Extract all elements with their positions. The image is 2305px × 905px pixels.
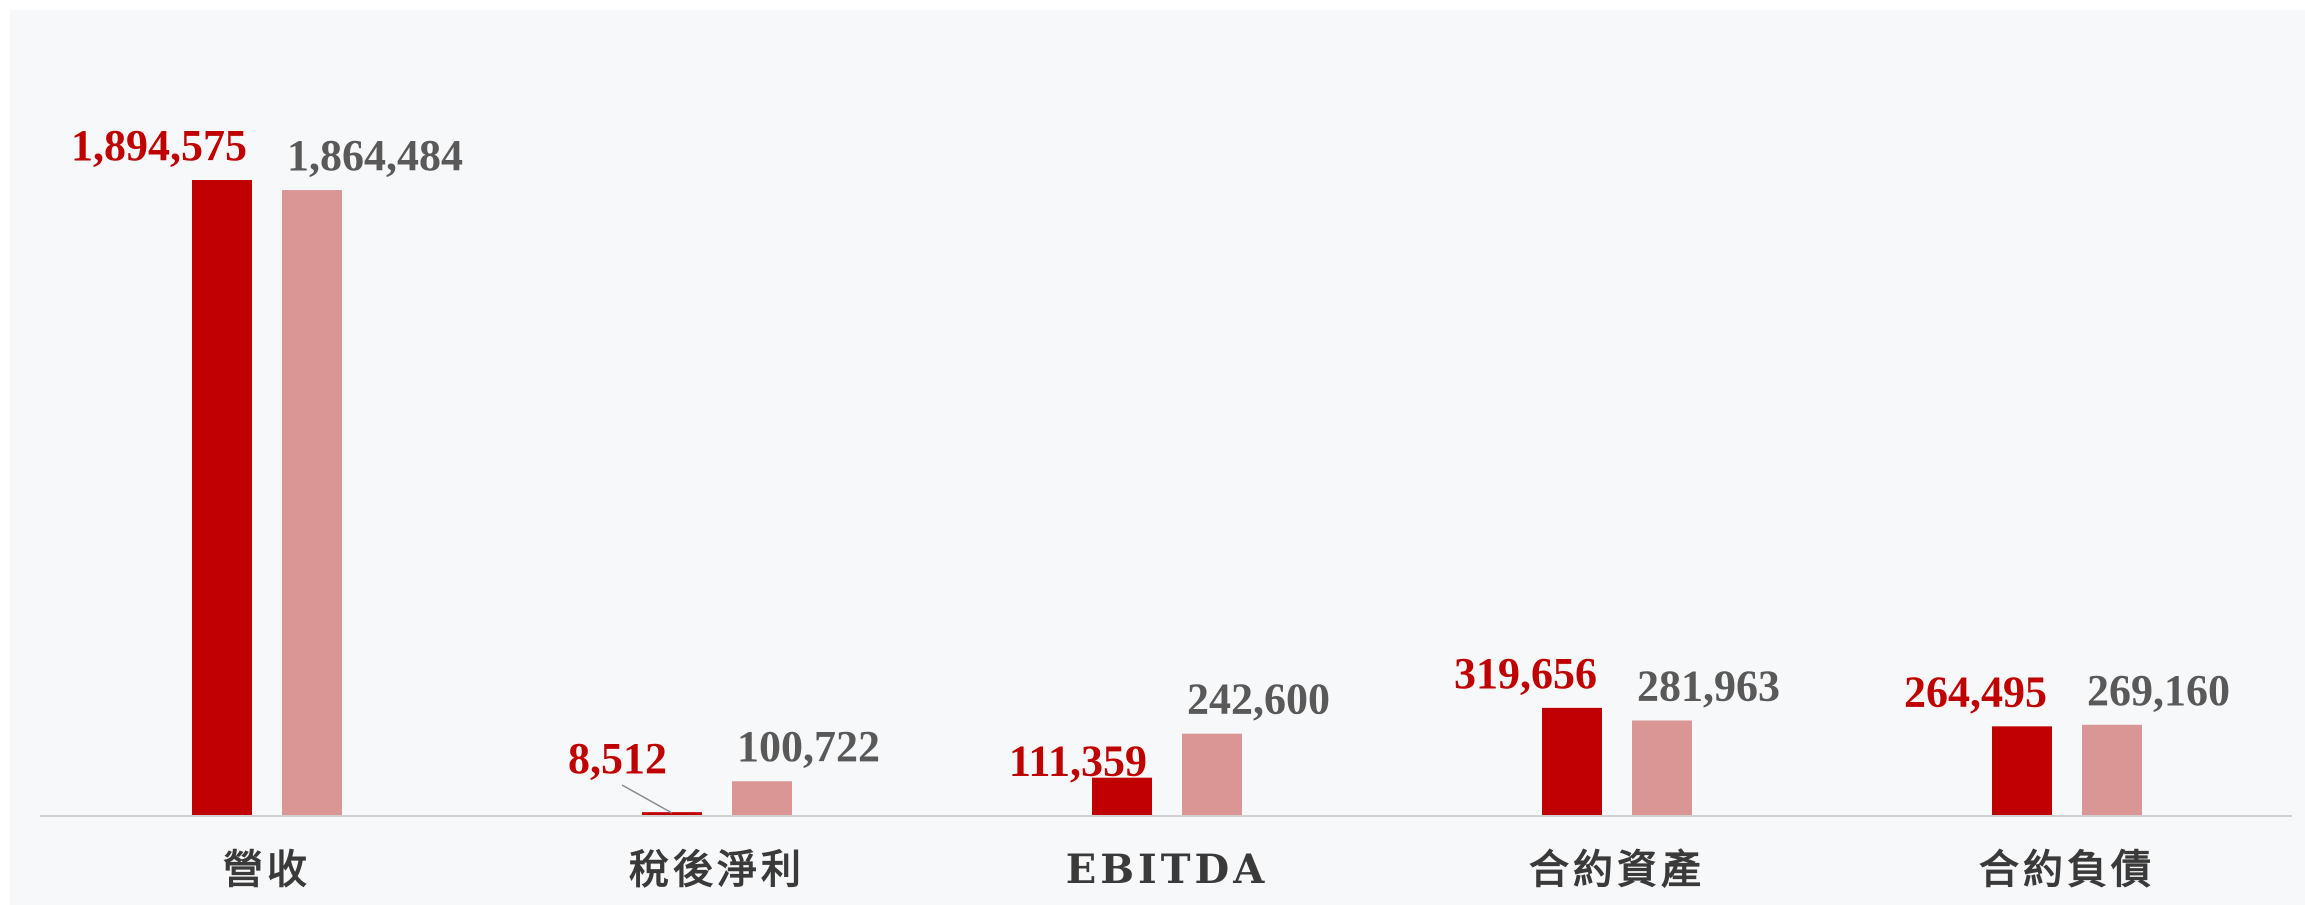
leader-line-2 [621, 784, 673, 814]
bar-2-5 [2082, 724, 2142, 815]
category-label-5: 合約負債 [1979, 846, 2155, 893]
category-label-2: 稅後淨利 [629, 846, 805, 893]
bar-1-3 [1092, 777, 1152, 815]
value-label-1-4: 319,656 [1454, 649, 1597, 698]
value-label-1-5: 264,495 [1904, 667, 2047, 716]
bar-2-3 [1182, 733, 1242, 815]
value-label-2-2: 100,722 [737, 722, 880, 771]
bar-2-2 [732, 781, 792, 815]
category-label-4: 合約資產 [1529, 846, 1705, 893]
bar-1-1 [192, 180, 252, 815]
bar-1-2 [642, 812, 702, 815]
bar-1-5 [1992, 726, 2052, 815]
value-label-1-2: 8,512 [568, 734, 667, 783]
bar-2-4 [1632, 720, 1692, 815]
value-label-2-3: 242,600 [1187, 675, 1330, 724]
category-label-3: EBITDA [1066, 846, 1269, 893]
value-label-1-3: 111,359 [1009, 737, 1147, 786]
bar-1-4 [1542, 707, 1602, 815]
value-label-1-1: 1,894,575 [71, 121, 247, 170]
value-label-2-5: 269,160 [2087, 666, 2230, 715]
bar-2-1 [282, 190, 342, 816]
chart-panel [10, 10, 2305, 905]
category-label-1: 營收 [223, 846, 311, 893]
value-label-2-1: 1,864,484 [287, 131, 463, 180]
value-label-2-4: 281,963 [1637, 661, 1780, 710]
